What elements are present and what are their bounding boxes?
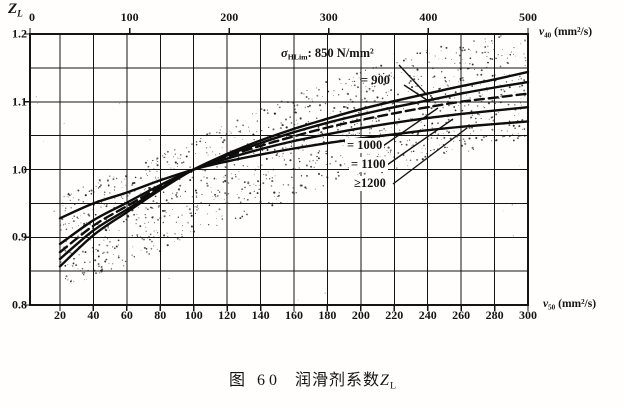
- axis-ticks: [24, 28, 529, 311]
- sigma-subscript: HLim: [287, 52, 308, 62]
- x-top-tick-label: 100: [120, 10, 139, 24]
- grid-lines: [30, 34, 528, 305]
- x-bottom-tick-label: 280: [485, 308, 504, 322]
- x-bottom-tick-label: 260: [452, 308, 471, 322]
- nu40-unit: (mm²/s): [554, 26, 593, 38]
- zl-curves: [58, 70, 530, 268]
- stipple-band: [35, 35, 527, 301]
- figure-number: 图 60: [229, 372, 282, 389]
- x-bottom-tick-label: 140: [251, 308, 270, 322]
- y-tick-label: 1.0: [12, 162, 27, 176]
- curve-1100: [58, 106, 530, 246]
- caption-symbol: Z: [380, 372, 390, 389]
- x-bottom-tick-label: 200: [351, 308, 370, 322]
- y-tick-label: 1.2: [12, 26, 27, 41]
- annotation-sigma-850: σHLim: 850 N/mm²: [281, 46, 374, 62]
- x-bottom-tick-label: 180: [318, 308, 337, 322]
- x-bottom-tick-label: 100: [184, 308, 203, 322]
- nu50-symbol: ν: [543, 298, 549, 310]
- x-top-tick-label: 400: [419, 10, 438, 24]
- y-axis-subscript: L: [17, 9, 23, 20]
- x-top-tick-label: 200: [220, 10, 239, 24]
- y-tick-label: 0.9: [12, 229, 27, 244]
- annotation-1200: ≥1200: [352, 176, 388, 191]
- nu40-subscript: 40: [544, 31, 552, 40]
- y-axis-symbol: Z: [8, 1, 18, 17]
- annotation-900: = 900: [361, 73, 390, 87]
- curve-850: [58, 70, 530, 268]
- x-top-tick-label: 500: [519, 10, 537, 24]
- x-bottom-tick-label: 40: [87, 308, 100, 322]
- curve-1000: [58, 92, 530, 254]
- caption-subscript: L: [389, 380, 396, 392]
- curve-900: [58, 80, 530, 261]
- figure-caption: 图 60 润滑剂系数ZL: [0, 366, 625, 391]
- x-bottom-tick-label: 220: [385, 308, 404, 322]
- figure-title: 润滑剂系数: [295, 372, 381, 389]
- y-tick-label: 1.1: [12, 94, 27, 109]
- sigma-value: : 850 N/mm²: [307, 46, 374, 60]
- y-axis-title: ZL: [8, 1, 23, 19]
- leader-lines: [382, 64, 468, 185]
- sigma-symbol: σ: [281, 46, 288, 60]
- nu40-symbol: ν: [539, 26, 545, 38]
- x-top-tick-label: 0: [29, 10, 35, 24]
- bottom-axis-unit-label: ν50 (mm²/s): [543, 298, 596, 311]
- nu50-subscript: 50: [548, 303, 556, 312]
- x-bottom-tick-label: 120: [218, 308, 237, 322]
- x-bottom-tick-label: 20: [54, 308, 66, 322]
- x-bottom-tick-label: 300: [519, 308, 537, 322]
- x-bottom-tick-label: 60: [120, 308, 133, 322]
- curve-1200: [58, 120, 530, 220]
- x-top-tick-label: 300: [319, 10, 338, 24]
- y-tick-label: 0.8: [12, 297, 27, 312]
- x-bottom-tick-label: 240: [418, 308, 437, 322]
- nu50-unit: (mm²/s): [558, 298, 597, 310]
- x-bottom-tick-label: 160: [285, 308, 303, 322]
- x-bottom-tick-label: 80: [154, 308, 167, 322]
- top-axis-unit-label: ν40 (mm²/s): [539, 26, 592, 39]
- annotation-1000: = 1000: [345, 138, 385, 153]
- annotation-1100: = 1100: [349, 157, 388, 172]
